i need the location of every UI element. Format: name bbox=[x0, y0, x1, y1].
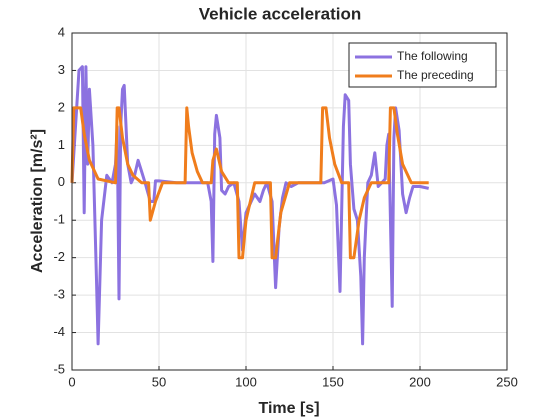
plot-area bbox=[72, 33, 507, 370]
y-tick-label: 2 bbox=[58, 99, 65, 114]
series-line bbox=[70, 106, 429, 260]
y-tick-label: -3 bbox=[53, 287, 65, 302]
x-tick-label: 100 bbox=[235, 374, 257, 389]
y-axis-label: Acceleration [m/s²] bbox=[29, 129, 46, 273]
x-tick-label: 150 bbox=[322, 374, 344, 389]
x-axis-label: Time [s] bbox=[258, 400, 319, 417]
y-tick-label: -1 bbox=[53, 212, 65, 227]
y-tick-label: 0 bbox=[58, 174, 65, 189]
axes-box bbox=[71, 32, 508, 371]
chart-title: Vehicle acceleration bbox=[199, 4, 362, 23]
y-tick-label: -2 bbox=[53, 249, 65, 264]
x-tick-label: 50 bbox=[152, 374, 166, 389]
legend-label: The following bbox=[397, 49, 468, 63]
y-tick-label: 1 bbox=[58, 137, 65, 152]
x-tick-label: 200 bbox=[409, 374, 431, 389]
y-tick-label: 4 bbox=[58, 24, 65, 39]
legend-label: The preceding bbox=[397, 68, 474, 82]
y-tick-label: -5 bbox=[53, 361, 65, 376]
x-tick-label: 250 bbox=[496, 374, 518, 389]
y-tick-label: -4 bbox=[53, 324, 65, 339]
x-tick-label: 0 bbox=[68, 374, 75, 389]
legend bbox=[348, 42, 497, 88]
y-tick-label: 3 bbox=[58, 62, 65, 77]
